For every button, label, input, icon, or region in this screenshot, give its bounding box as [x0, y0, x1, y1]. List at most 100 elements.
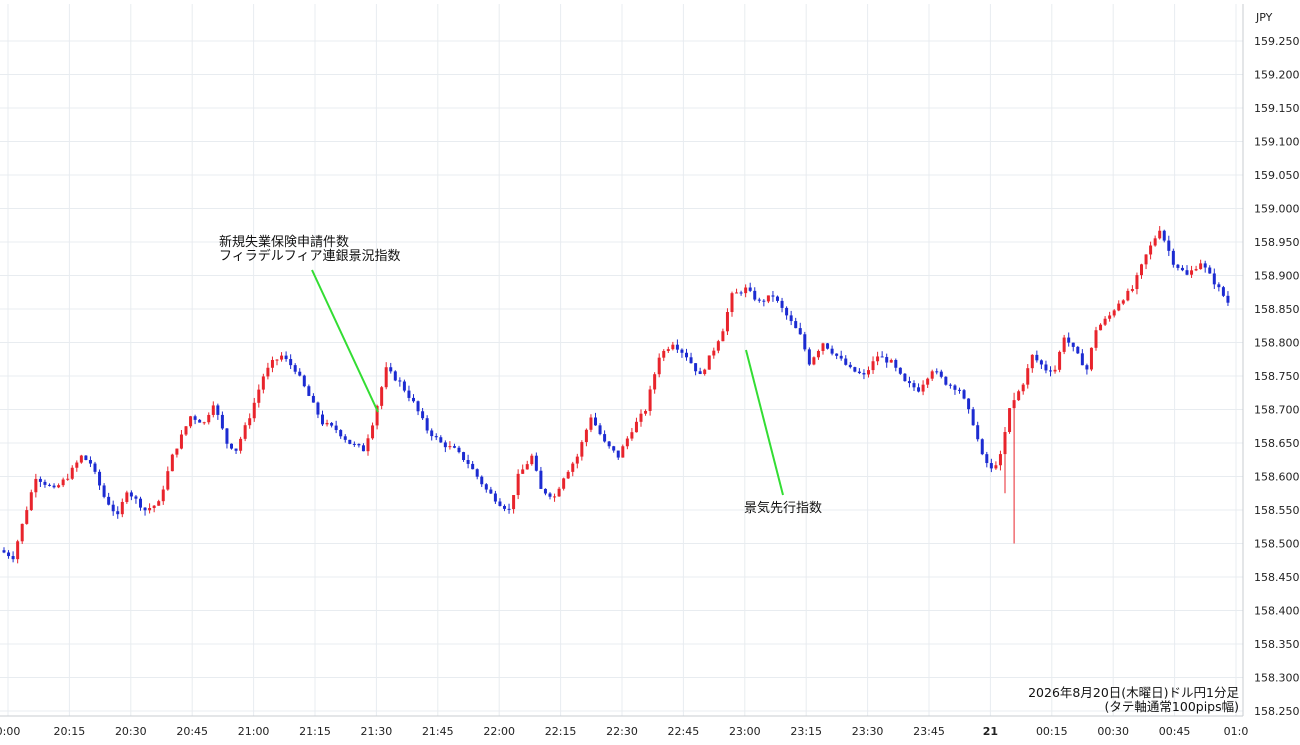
candle-body [744, 287, 748, 294]
candle-body [361, 445, 365, 452]
candle-body [848, 364, 852, 368]
candle-body [1212, 273, 1216, 285]
annotation-label-line1: 景気先行指数 [744, 500, 822, 516]
candle-body [248, 418, 252, 426]
candle-body [557, 488, 561, 497]
chart-caption: 2026年8月20日(木曜日)ドル円1分足 (タテ軸通常100pips幅) [1028, 685, 1239, 714]
candle-body [498, 501, 502, 506]
candle-body [1217, 284, 1221, 288]
candle-body [826, 343, 830, 349]
candle-body [794, 321, 798, 329]
price-tick-label: 158.650 [1254, 437, 1300, 450]
candle-body [1108, 315, 1112, 319]
candle-body [302, 375, 306, 387]
candle-body [175, 448, 179, 455]
candle-body [1017, 391, 1021, 401]
candle-body [803, 334, 807, 350]
price-tick-label: 159.200 [1254, 69, 1300, 82]
candle-body [694, 363, 698, 372]
candle-body [853, 367, 857, 372]
candle-body [311, 395, 315, 403]
candle-body [594, 417, 597, 426]
candle-body [1185, 270, 1189, 275]
candle-body [184, 426, 188, 435]
candle-body [111, 504, 115, 512]
candle-body [352, 443, 356, 445]
candle-body [1026, 368, 1030, 385]
candle-body [52, 485, 56, 488]
time-tick-label: 21:15 [299, 725, 331, 738]
candle-body [139, 498, 142, 508]
candle-body [102, 485, 106, 497]
candle-body [339, 430, 343, 437]
price-tick-label: 158.700 [1254, 404, 1300, 417]
time-tick-label: 21:45 [422, 725, 454, 738]
candle-body [1126, 290, 1130, 301]
candle-body [821, 343, 825, 351]
candle-body [7, 552, 11, 557]
candle-body [1167, 240, 1171, 251]
candle-body [270, 359, 274, 368]
time-tick-label: 21:00 [238, 725, 270, 738]
price-tick-label: 158.400 [1254, 605, 1300, 618]
candle-body [685, 352, 688, 358]
candle-body [830, 348, 834, 354]
candle-body [493, 493, 497, 502]
candle-body [534, 455, 538, 471]
candle-body [1099, 324, 1103, 331]
candle-body [503, 505, 506, 509]
candle-body [11, 556, 15, 560]
price-tick-label: 158.450 [1254, 571, 1300, 584]
candle-body [748, 287, 752, 291]
candle-body [1208, 267, 1212, 274]
candle-body [402, 381, 406, 391]
candle-body [989, 463, 993, 469]
candle-body [1049, 370, 1052, 372]
time-tick-label: 00:30 [1097, 725, 1129, 738]
annotation-pointer-line [745, 349, 784, 496]
price-tick-label: 158.800 [1254, 337, 1300, 350]
candle-body [125, 492, 129, 502]
candle-body [475, 469, 479, 477]
price-tick-label: 158.350 [1254, 638, 1300, 651]
candle-body [148, 508, 152, 511]
candle-body [730, 293, 734, 313]
candle-body [835, 353, 839, 356]
candle-body [61, 479, 65, 486]
candle-body [2, 550, 6, 553]
candle-body [243, 425, 247, 439]
time-tick-label: 21:30 [361, 725, 393, 738]
candle-body [1062, 337, 1066, 352]
candle-body [903, 373, 907, 382]
candle-body [707, 355, 711, 370]
candle-body [1162, 230, 1166, 241]
candle-body [839, 355, 843, 359]
candle-body [862, 373, 866, 375]
candle-body [1149, 245, 1153, 255]
candle-body [530, 455, 534, 465]
candle-body [885, 357, 889, 363]
candle-body [425, 418, 429, 431]
candle-body [1199, 263, 1203, 270]
candle-body [166, 471, 170, 490]
time-tick-label: 20:15 [54, 725, 86, 738]
candle-body [898, 367, 902, 374]
candle-body [1130, 289, 1134, 291]
candle-body [107, 496, 111, 505]
candle-body [1153, 238, 1157, 246]
candle-body [553, 496, 557, 498]
candle-body [948, 384, 952, 386]
candle-body [589, 417, 593, 430]
candle-body [516, 473, 520, 496]
candle-body [193, 416, 197, 420]
candle-body [334, 425, 338, 431]
candle-body [994, 465, 998, 469]
candle-body [1171, 250, 1175, 265]
annotation-label-line1: 新規失業保険申請件数 [219, 234, 349, 250]
candle-body [75, 462, 79, 468]
candle-body [343, 436, 347, 440]
price-tick-label: 159.000 [1254, 203, 1300, 216]
candle-body [202, 422, 206, 424]
candle-body [484, 484, 488, 490]
candle-body [207, 414, 211, 423]
